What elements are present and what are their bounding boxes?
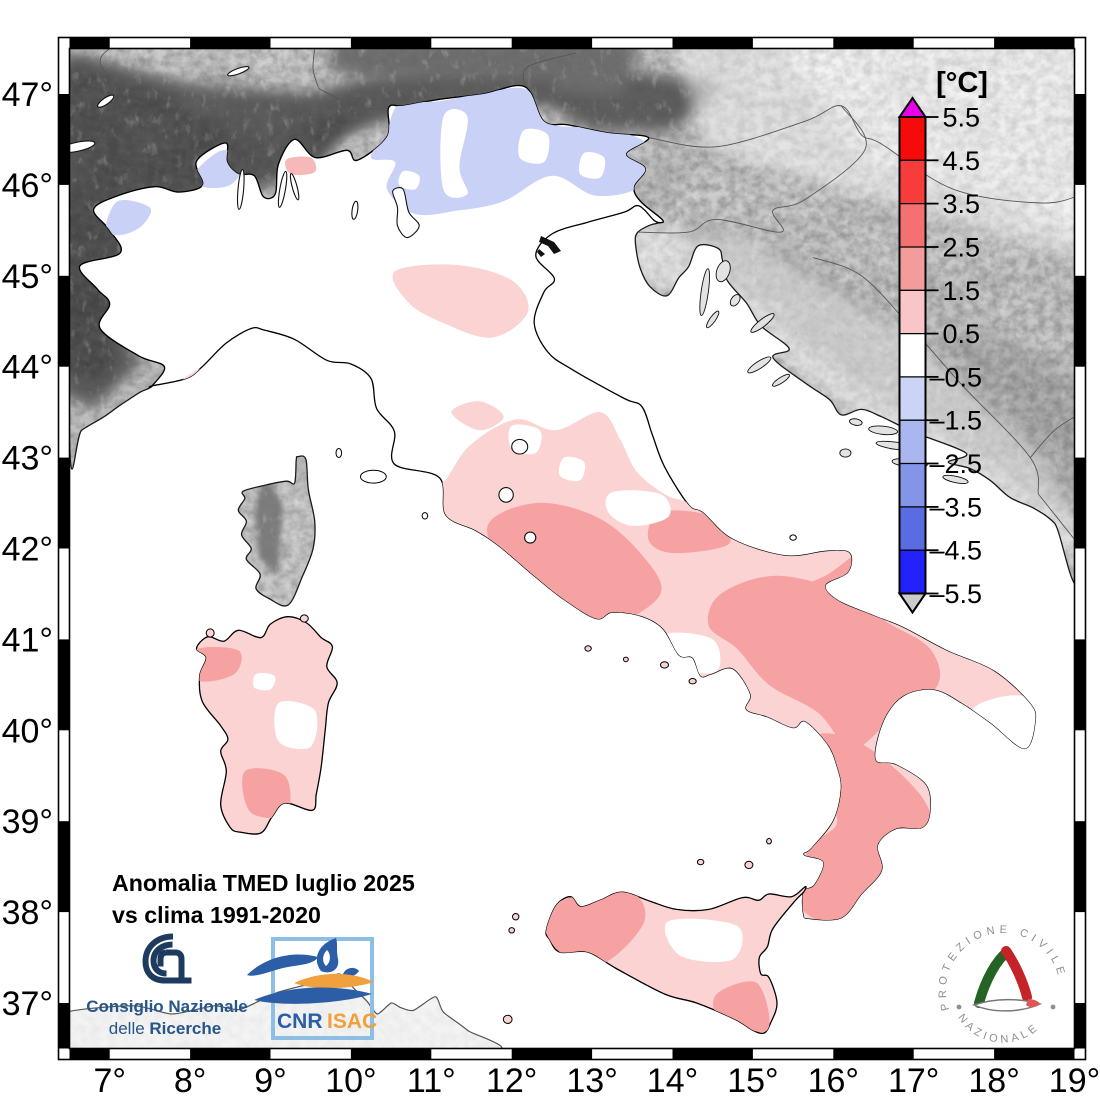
svg-text:17°: 17° xyxy=(888,1062,939,1100)
svg-text:1.5: 1.5 xyxy=(943,276,981,306)
svg-text:44°: 44° xyxy=(2,349,53,387)
svg-text:16°: 16° xyxy=(808,1062,859,1100)
svg-text:CNR: CNR xyxy=(277,1010,323,1033)
svg-text:vs clima 1991-2020: vs clima 1991-2020 xyxy=(112,902,321,928)
svg-text:13°: 13° xyxy=(566,1062,617,1100)
svg-text:–1.5: –1.5 xyxy=(930,406,983,436)
svg-text:7°: 7° xyxy=(93,1062,126,1100)
svg-text:4.5: 4.5 xyxy=(943,146,981,176)
svg-text:38°: 38° xyxy=(2,894,53,932)
svg-text:0.5: 0.5 xyxy=(943,319,981,349)
svg-text:42°: 42° xyxy=(2,531,53,569)
svg-text:18°: 18° xyxy=(968,1062,1019,1100)
svg-text:37°: 37° xyxy=(2,985,53,1023)
svg-text:43°: 43° xyxy=(2,440,53,478)
svg-text:Anomalia TMED luglio 2025: Anomalia TMED luglio 2025 xyxy=(112,870,415,896)
svg-text:–3.5: –3.5 xyxy=(930,492,983,522)
svg-text:–4.5: –4.5 xyxy=(930,536,983,566)
svg-text:41°: 41° xyxy=(2,621,53,659)
svg-text:19°: 19° xyxy=(1049,1062,1100,1100)
svg-text:40°: 40° xyxy=(2,712,53,750)
svg-text:delle Ricerche: delle Ricerche xyxy=(109,1019,221,1038)
svg-text:9°: 9° xyxy=(254,1062,287,1100)
svg-text:–2.5: –2.5 xyxy=(930,449,983,479)
svg-text:14°: 14° xyxy=(647,1062,698,1100)
svg-text:47°: 47° xyxy=(2,76,53,114)
svg-text:–5.5: –5.5 xyxy=(930,579,983,609)
svg-text:2.5: 2.5 xyxy=(943,233,981,263)
svg-text:–0.5: –0.5 xyxy=(930,362,983,392)
svg-text:12°: 12° xyxy=(486,1062,537,1100)
svg-text:39°: 39° xyxy=(2,803,53,841)
svg-text:Consiglio Nazionale: Consiglio Nazionale xyxy=(86,997,248,1016)
svg-text:5.5: 5.5 xyxy=(943,103,981,133)
svg-text:15°: 15° xyxy=(727,1062,778,1100)
svg-text:10°: 10° xyxy=(325,1062,376,1100)
svg-text:8°: 8° xyxy=(174,1062,207,1100)
svg-text:ISAC: ISAC xyxy=(327,1010,377,1033)
svg-text:45°: 45° xyxy=(2,258,53,296)
svg-text:3.5: 3.5 xyxy=(943,189,981,219)
svg-text:46°: 46° xyxy=(2,167,53,205)
svg-text:[°C]: [°C] xyxy=(936,67,988,99)
svg-text:11°: 11° xyxy=(407,1062,456,1100)
